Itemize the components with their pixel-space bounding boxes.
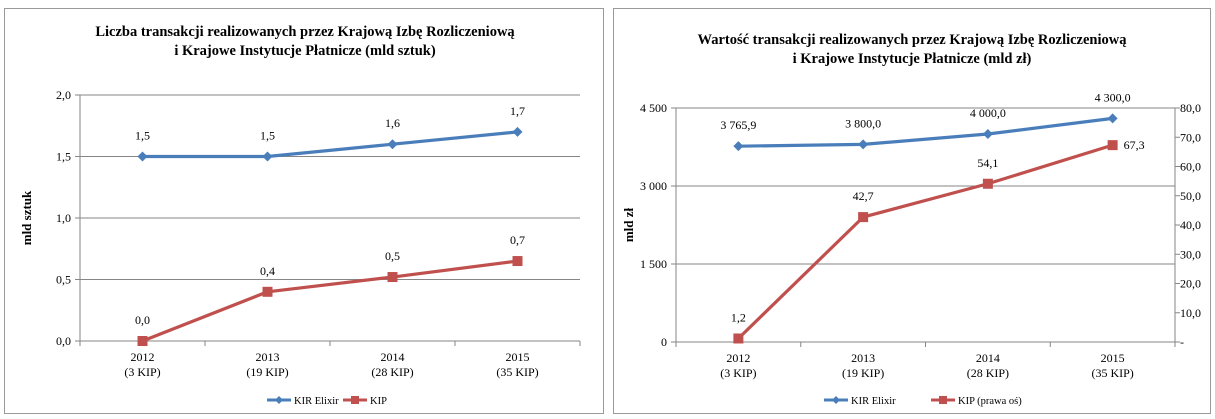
series-2-point (262, 286, 273, 297)
data-label: 0,5 (385, 249, 400, 263)
legend-marker (939, 396, 947, 404)
x-tick-label: (28 KIP) (371, 365, 413, 379)
y2-tick-label: 10,0 (1180, 306, 1201, 320)
legend-label: KIP (prawa oś) (958, 396, 1022, 407)
series-1-point (387, 139, 398, 150)
data-label: 3 765,9 (720, 118, 756, 132)
y-tick-label: 3 000 (640, 179, 667, 193)
y-tick-label: 2,0 (56, 88, 71, 102)
series-2-point (387, 272, 398, 283)
y-tick-label: 0 (661, 335, 667, 349)
x-tick-label: (35 KIP) (496, 365, 538, 379)
y-tick-label: 1,0 (56, 211, 71, 225)
x-tick-label: 2015 (506, 350, 530, 364)
y2-tick-label: 40,0 (1180, 218, 1201, 232)
series-2-point (733, 333, 744, 344)
data-label: 67,3 (1124, 138, 1145, 152)
series-line-2 (141, 259, 518, 343)
data-label: 0,7 (510, 233, 525, 247)
series-1-point (982, 129, 993, 139)
chart-panel-transaction-value: Wartość transakcji realizowanych przez K… (613, 8, 1211, 414)
data-label: 0,0 (135, 313, 150, 327)
x-tick-label: 2013 (256, 350, 280, 364)
x-tick-label: 2012 (726, 351, 750, 365)
data-label: 0,4 (260, 264, 275, 278)
data-label: 1,5 (135, 129, 150, 143)
legend-label: KIR Elixir (851, 396, 896, 407)
data-label: 54,1 (977, 156, 998, 170)
chart-transaction-count: Liczba transakcji realizowanych przez Kr… (19, 24, 581, 407)
y-tick-label: 4 500 (640, 101, 667, 115)
series-2-point (982, 178, 993, 189)
series-1-point (262, 151, 273, 162)
x-tick-label: (3 KIP) (720, 366, 756, 380)
legend-marker (275, 396, 283, 404)
y-tick-label: 0,0 (56, 334, 71, 348)
legend-label: KIP (370, 396, 387, 407)
series-1-point (512, 126, 523, 137)
y-axis-label: mld zł (621, 207, 636, 242)
x-tick-label: 2015 (1101, 351, 1125, 365)
y-tick-label: 1,5 (56, 150, 71, 164)
x-tick-label: 2013 (851, 351, 875, 365)
legend-label: KIR Elixir (294, 396, 339, 407)
y2-tick-label: 50,0 (1180, 189, 1201, 203)
chart-panel-transaction-count: Liczba transakcji realizowanych przez Kr… (4, 8, 604, 414)
y2-tick-label: 60,0 (1180, 160, 1201, 174)
series-1-point (858, 139, 869, 150)
x-tick-label: 2014 (976, 351, 1000, 365)
y2-tick-label: 80,0 (1180, 101, 1201, 115)
y-axis-label: mld sztuk (19, 190, 34, 245)
series-2-point (512, 256, 523, 267)
data-label: 1,2 (731, 310, 746, 324)
chart-title-line-1: Wartość transakcji realizowanych przez K… (698, 32, 1128, 48)
series-1-point (1107, 113, 1118, 124)
chart-title-line-1: Liczba transakcji realizowanych przez Kr… (95, 24, 515, 40)
legend-marker (351, 396, 359, 404)
y-tick-label: 0,5 (56, 273, 71, 287)
x-tick-label: (28 KIP) (967, 366, 1009, 380)
x-tick-label: (19 KIP) (246, 365, 288, 379)
series-line-1 (738, 116, 1113, 148)
x-tick-label: 2014 (381, 350, 405, 364)
data-label: 3 800,0 (845, 116, 881, 130)
data-label: 4 300,0 (1095, 90, 1131, 104)
chart-transaction-value: Wartość transakcji realizowanych przez K… (621, 32, 1201, 407)
series-2-point (858, 212, 869, 223)
data-label: 1,6 (385, 116, 400, 130)
series-line-1 (142, 130, 518, 159)
y2-tick-label: - (1180, 335, 1184, 349)
series-1-point (733, 141, 744, 152)
data-label: 4 000,0 (970, 106, 1006, 120)
x-tick-label: (19 KIP) (842, 366, 884, 380)
y2-tick-label: 30,0 (1180, 247, 1201, 261)
x-tick-label: 2012 (131, 350, 155, 364)
x-tick-label: (3 KIP) (124, 365, 160, 379)
series-2-point (137, 336, 148, 346)
series-1-point (137, 151, 148, 162)
series-2-point (1107, 140, 1118, 151)
x-tick-label: (35 KIP) (1091, 366, 1133, 380)
chart-title-line-2: i Krajowe Instytucje Płatnicze (mld zł) (793, 51, 1032, 67)
y2-tick-label: 70,0 (1180, 130, 1201, 144)
y2-tick-label: 20,0 (1180, 277, 1201, 291)
y-tick-label: 1 500 (640, 257, 667, 271)
data-label: 1,7 (510, 104, 525, 118)
data-label: 42,7 (853, 189, 874, 203)
data-label: 1,5 (260, 129, 275, 143)
series-line-2 (737, 143, 1114, 340)
chart-title-line-2: i Krajowe Instytucje Płatnicze (mld sztu… (174, 43, 436, 59)
legend-marker (832, 396, 840, 404)
